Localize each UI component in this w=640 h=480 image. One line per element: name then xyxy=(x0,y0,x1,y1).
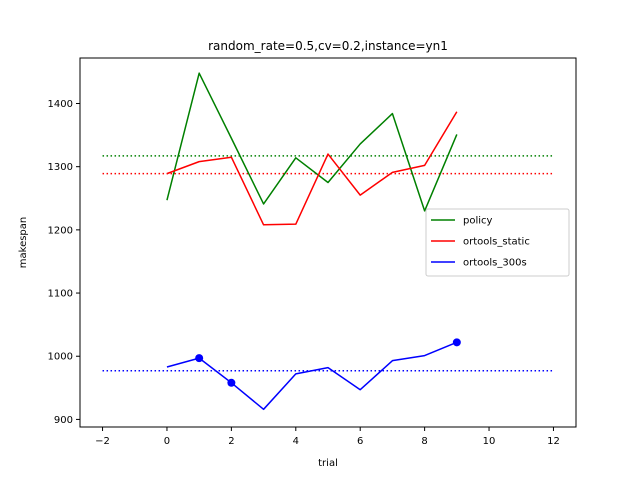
series-line-ortools_static xyxy=(166,111,458,226)
y-tick-label: 900 xyxy=(54,415,73,426)
series-line-ortools_300s xyxy=(166,341,458,411)
legend: policy ortools_static ortools_300s xyxy=(425,208,570,277)
legend-label-policy: policy xyxy=(463,216,493,227)
x-tick-label: −2 xyxy=(95,436,110,447)
y-tick-label: 1000 xyxy=(48,352,73,363)
x-tick-label: 0 xyxy=(164,436,170,447)
x-tick-label: 10 xyxy=(483,436,496,447)
legend-label-ortools_static: ortools_static xyxy=(463,237,530,248)
x-tick-label: 2 xyxy=(228,436,234,447)
legend-box xyxy=(425,208,570,277)
x-tick-label: 12 xyxy=(547,436,560,447)
legend-label-ortools_300s: ortools_300s xyxy=(463,258,527,269)
x-axis-label: trial xyxy=(318,458,338,469)
x-tick-label: 4 xyxy=(293,436,299,447)
y-tick-label: 1100 xyxy=(48,289,73,300)
y-tick-label: 1400 xyxy=(48,99,73,110)
y-axis: 900 1000 1100 1200 1300 1400 xyxy=(48,99,80,426)
x-tick-label: 8 xyxy=(421,436,427,447)
plot-marks xyxy=(102,72,554,411)
y-axis-label: makespan xyxy=(18,217,29,268)
chart-title: random_rate=0.5,cv=0.2,instance=yn1 xyxy=(208,39,448,53)
y-tick-label: 1300 xyxy=(48,162,73,173)
series-line-policy xyxy=(166,72,458,212)
data-point-ortools_300s xyxy=(227,378,236,387)
x-tick-label: 6 xyxy=(357,436,363,447)
x-axis: −2 0 2 4 6 8 10 12 xyxy=(95,427,560,447)
data-point-ortools_300s xyxy=(195,354,204,363)
y-tick-label: 1200 xyxy=(48,225,73,236)
plot-frame xyxy=(79,57,577,428)
data-point-ortools_300s xyxy=(452,338,461,347)
